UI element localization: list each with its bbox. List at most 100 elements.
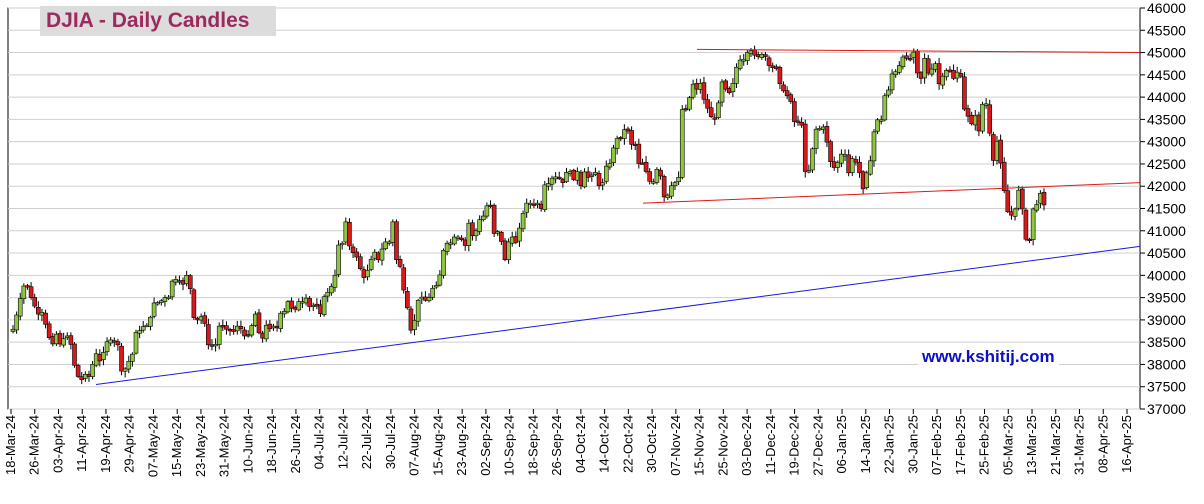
x-tick-label: 22-Oct-24 — [620, 415, 635, 473]
x-tick-label: 07-Aug-24 — [407, 415, 422, 476]
candle-up — [368, 258, 374, 270]
x-tick-label: 18-Mar-24 — [3, 415, 18, 475]
candle-up — [101, 352, 106, 360]
trendline-support-blue — [95, 245, 1141, 385]
candle-down — [1041, 191, 1047, 206]
x-tick-label: 22-Jul-24 — [359, 415, 374, 469]
candle-up — [477, 219, 482, 232]
candle-up — [542, 184, 548, 210]
candle-down — [32, 297, 38, 307]
candle-up — [104, 341, 110, 353]
candle-up — [282, 311, 287, 315]
candle-down — [965, 108, 971, 117]
candle-up — [676, 177, 681, 183]
candle-up — [278, 312, 283, 329]
x-tick-label: 30-Oct-24 — [644, 415, 659, 473]
candle-up — [249, 325, 255, 336]
x-tick-label: 22-Jan-25 — [882, 415, 897, 474]
x-tick-label: 10-Sep-24 — [502, 415, 517, 476]
y-tick-label: 44000 — [1147, 89, 1186, 105]
candle-down — [915, 50, 920, 74]
y-tick-label: 43500 — [1147, 111, 1186, 127]
candle-down — [629, 130, 634, 145]
y-tick-label: 37500 — [1147, 379, 1186, 395]
candle-up — [14, 314, 19, 331]
candle-up — [611, 147, 616, 164]
x-tick-label: 06-Jan-25 — [834, 415, 849, 474]
candle-up — [900, 56, 906, 68]
candle-up — [896, 65, 902, 73]
candle-down — [119, 345, 124, 372]
candle-up — [582, 171, 587, 188]
candle-down — [289, 300, 294, 309]
candle-down — [788, 94, 794, 102]
y-tick-label: 43000 — [1147, 134, 1186, 150]
candle-up — [137, 330, 142, 334]
candle-up — [564, 172, 569, 182]
candle-down — [224, 325, 229, 330]
candle-down — [962, 76, 967, 110]
candle-down — [36, 306, 41, 315]
y-tick-label: 39000 — [1147, 312, 1186, 328]
candle-up — [535, 202, 540, 205]
x-tick-label: 03-Apr-24 — [50, 415, 65, 473]
candle-down — [459, 237, 464, 240]
x-tick-label: 17-Feb-25 — [953, 415, 968, 475]
candle-down — [824, 126, 830, 143]
x-tick-label: 16-Apr-25 — [1119, 415, 1134, 473]
candle-up — [61, 338, 66, 346]
candle-down — [585, 171, 591, 178]
candle-up — [549, 177, 555, 185]
candle-up — [452, 236, 457, 245]
candle-up — [126, 361, 132, 370]
candle-down — [853, 159, 859, 163]
candle-down — [75, 365, 81, 377]
watermark-text: www.kshitij.com — [918, 346, 1059, 368]
candle-up — [893, 71, 898, 75]
x-tick-label: 25-Nov-24 — [715, 415, 730, 476]
candle-down — [202, 315, 208, 324]
candle-down — [242, 329, 247, 337]
candle-up — [1012, 208, 1018, 217]
x-tick-label: 03-Dec-24 — [739, 415, 754, 476]
x-tick-label: 08-Apr-25 — [1095, 415, 1110, 473]
candle-up — [433, 285, 439, 288]
candle-down — [799, 121, 804, 126]
candle-up — [719, 81, 725, 103]
candle-up — [122, 368, 128, 372]
x-tick-label: 25-Feb-25 — [977, 415, 992, 475]
candle-down — [987, 104, 993, 134]
candle-up — [730, 82, 736, 93]
x-tick-label: 29-Apr-24 — [122, 415, 137, 473]
candle-down — [405, 291, 410, 309]
candle-down — [958, 73, 964, 77]
candle-down — [25, 285, 30, 288]
candle-up — [603, 165, 609, 182]
candle-up — [140, 326, 146, 331]
candle-up — [506, 241, 511, 261]
candle-up — [944, 70, 949, 78]
x-tick-label: 11-Apr-24 — [74, 415, 89, 472]
candle-up — [622, 129, 627, 139]
candle-up — [383, 241, 388, 250]
x-tick-label: 02-Sep-24 — [478, 415, 493, 476]
candle-down — [187, 275, 193, 289]
candle-up — [737, 59, 743, 69]
candle-down — [705, 99, 710, 109]
candle-up — [430, 287, 435, 298]
y-tick-label: 37000 — [1147, 401, 1186, 417]
candle-down — [643, 161, 649, 172]
candle-down — [625, 128, 631, 132]
x-tick-label: 19-Apr-24 — [98, 415, 113, 473]
candle-up — [672, 182, 678, 187]
candle-up — [524, 202, 529, 213]
candle-up — [929, 68, 935, 75]
candle-up — [484, 205, 490, 217]
candle-up — [849, 158, 855, 173]
y-tick-label: 45000 — [1147, 45, 1186, 61]
candle-up — [546, 183, 551, 187]
candle-down — [470, 222, 475, 236]
candle-down — [347, 222, 352, 247]
candle-up — [133, 332, 139, 354]
candle-up — [835, 162, 841, 168]
